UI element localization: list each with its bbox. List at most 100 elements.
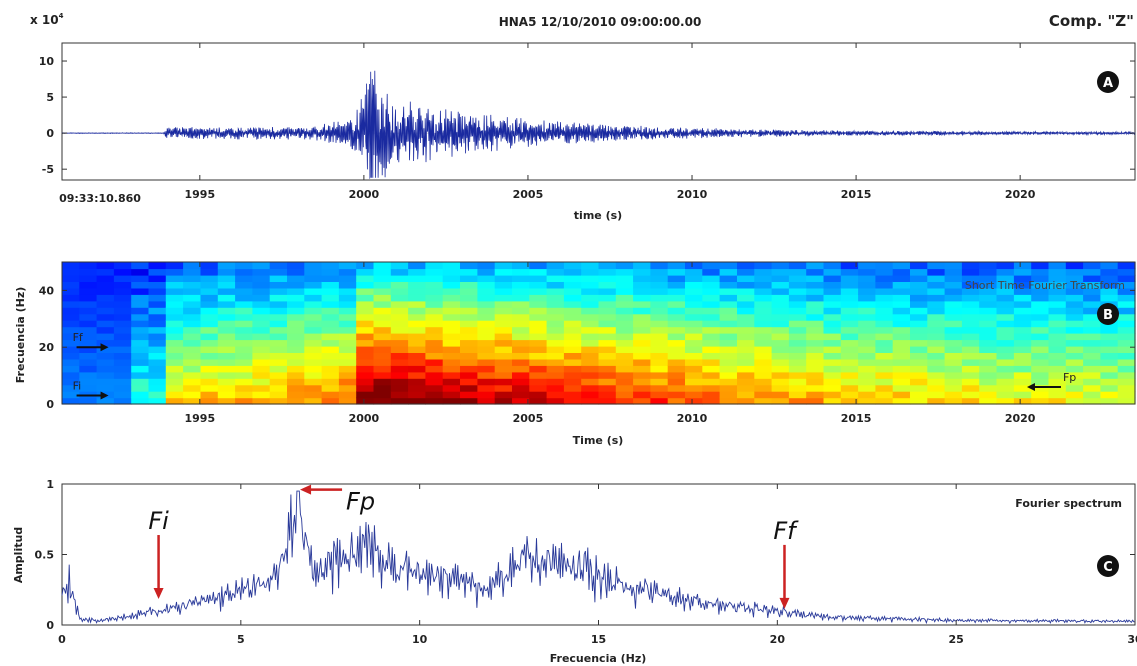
- spectrogram-cell: [667, 320, 686, 328]
- spectrogram-cell: [944, 333, 963, 341]
- spectrogram-cell: [563, 397, 582, 405]
- spectrogram-cell: [269, 262, 288, 270]
- spectrogram-cell: [217, 378, 236, 386]
- spectrogram-cell: [1083, 281, 1101, 289]
- spectrogram-cell: [719, 358, 738, 366]
- spectrogram-cell: [840, 378, 859, 386]
- spectrogram-cell: [113, 294, 132, 302]
- spectrogram-cell: [1100, 384, 1119, 392]
- spectrogram-cell: [1083, 384, 1101, 392]
- spectrogram-cell: [512, 262, 530, 270]
- spectrogram-cell: [563, 307, 582, 315]
- spectrogram-cell: [737, 287, 755, 295]
- spectrogram-cell: [840, 313, 859, 321]
- spectrogram-cell: [996, 378, 1015, 386]
- spectrogram-cell: [910, 268, 928, 276]
- spectrogram-cell: [927, 262, 946, 270]
- spectrogram-cell: [338, 281, 357, 289]
- spectrogram-cell: [892, 384, 911, 392]
- spectrogram-cell: [875, 384, 894, 392]
- spectrogram-cell: [823, 268, 842, 276]
- spectrogram-cell: [546, 268, 565, 276]
- spectrogram-cell: [235, 268, 253, 276]
- spectrogram-cell: [1083, 326, 1101, 334]
- spectrogram-cell: [390, 320, 409, 328]
- spectrogram-cell: [529, 300, 548, 308]
- spectrogram-cell: [823, 333, 842, 341]
- spectrogram-cell: [494, 300, 513, 308]
- spectrogram-cell: [113, 274, 132, 282]
- spectrogram-cell: [217, 294, 236, 302]
- spectrogram-cell: [633, 391, 651, 399]
- spectrogram-cell: [165, 358, 184, 366]
- spectrogram-cell: [1048, 358, 1067, 366]
- spectrogram-cell: [806, 274, 825, 282]
- spectrogram-cell: [1013, 333, 1032, 341]
- spectrogram-cell: [615, 281, 634, 289]
- spectrogram-cell: [1013, 281, 1032, 289]
- spectrogram-cell: [875, 262, 894, 270]
- spectrogram-cell: [148, 391, 167, 399]
- spectrogram-cell: [1031, 371, 1050, 379]
- spectrogram-cell: [200, 300, 219, 308]
- spectrogram-cell: [996, 391, 1015, 399]
- spectrogram-cell: [615, 345, 634, 353]
- spectrogram-cell: [529, 294, 548, 302]
- spectrogram-cell: [702, 384, 721, 392]
- spectrogram-cell: [1031, 358, 1050, 366]
- spectrogram-cell: [615, 268, 634, 276]
- spectrogram-cell: [252, 333, 271, 341]
- spectrogram-cell: [200, 268, 219, 276]
- spectrogram-cell: [390, 307, 409, 315]
- spectrogram-cell: [425, 391, 444, 399]
- spectrogram-cell: [979, 378, 998, 386]
- spectrogram-cell: [79, 352, 98, 360]
- spectrogram-cell: [806, 391, 825, 399]
- spectrogram-cell: [546, 378, 565, 386]
- spectrogram-cell: [460, 358, 478, 366]
- spectrogram-cell: [183, 365, 201, 373]
- spectrogram-cell: [719, 307, 738, 315]
- spectrogram-cell: [390, 274, 409, 282]
- spectrogram-cell: [788, 397, 807, 405]
- spectrogram-cell: [408, 371, 426, 379]
- spectrogram-cell: [512, 371, 530, 379]
- spectrogram-cell: [840, 333, 859, 341]
- spectrogram-cells: [62, 262, 1136, 405]
- spectrogram-cell: [512, 397, 530, 405]
- spectrogram-cell: [910, 262, 928, 270]
- spectrogram-cell: [702, 287, 721, 295]
- spectrogram-cell: [1031, 326, 1050, 334]
- spectrogram-cell: [979, 352, 998, 360]
- spectrogram-cell: [96, 333, 115, 341]
- spectrogram-cell: [1100, 294, 1119, 302]
- spectrogram-cell: [1013, 274, 1032, 282]
- spectrogram-cell: [858, 287, 876, 295]
- spectrogram-cell: [148, 294, 167, 302]
- spectrogram-cell: [442, 339, 461, 347]
- spectrogram-cell: [927, 274, 946, 282]
- spectrogram-cell: [771, 333, 790, 341]
- spectrogram-cell: [927, 365, 946, 373]
- spectrogram-cell: [304, 320, 323, 328]
- spectrogram-cell: [183, 391, 201, 399]
- spectrogram-cell: [806, 313, 825, 321]
- spectrogram-cell: [719, 313, 738, 321]
- spectrogram-cell: [754, 358, 773, 366]
- spectrogram-cell: [1048, 281, 1067, 289]
- spectrogram-cell: [1065, 326, 1084, 334]
- spectrogram-cell: [477, 307, 496, 315]
- spectrogram-cell: [148, 345, 167, 353]
- spectrogram-cell: [737, 378, 755, 386]
- spectrogram-cell: [148, 274, 167, 282]
- spectrogram-cell: [633, 268, 651, 276]
- spectrogram-cell: [961, 345, 980, 353]
- spectrogram-cell: [373, 371, 392, 379]
- spectrogram-cell: [1013, 384, 1032, 392]
- spectrogram-cell: [494, 358, 513, 366]
- spectrogram-cell: [512, 391, 530, 399]
- spectrogram-cell: [892, 313, 911, 321]
- spectrogram-cell: [113, 262, 132, 270]
- spectrogram-cell: [200, 378, 219, 386]
- y-tick-label: 40: [39, 284, 55, 297]
